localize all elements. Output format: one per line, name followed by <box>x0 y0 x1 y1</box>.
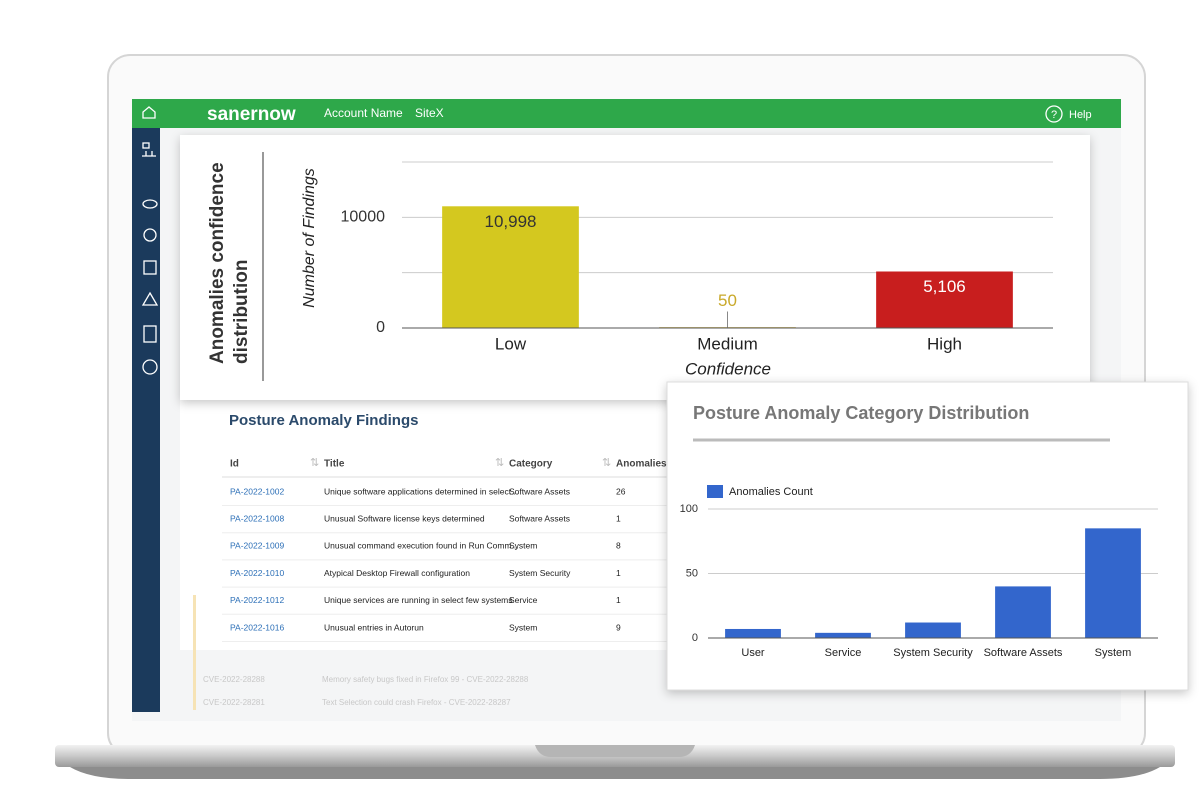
laptop-notch <box>535 745 695 757</box>
bar <box>876 271 1013 328</box>
sitemap-lines <box>142 151 156 157</box>
finding-id[interactable]: PA-2022-1008 <box>230 513 284 523</box>
bar <box>442 206 579 328</box>
y-axis-label: Number of Findings <box>301 168 318 308</box>
column-header[interactable]: Id <box>230 459 239 470</box>
table-cell: Unique services are running in select fe… <box>324 595 513 605</box>
home-icon[interactable] <box>142 106 156 119</box>
x-tick-label: Low <box>495 334 527 353</box>
chart-title-line: Anomalies confidence <box>207 162 228 364</box>
sidebar-icons <box>141 142 159 375</box>
bar <box>905 622 961 638</box>
x-tick-label: System <box>1095 647 1132 659</box>
confidence-card: Anomalies confidence distribution Number o… <box>180 135 1090 400</box>
table-cell: System <box>509 541 537 551</box>
table-cell: Unique software applications determined … <box>324 486 518 496</box>
x-tick-label: Software Assets <box>984 647 1063 659</box>
y-tick-label: 100 <box>680 503 698 515</box>
site-name[interactable]: SiteX <box>415 106 444 120</box>
x-tick-label: High <box>927 334 962 353</box>
help-icon[interactable] <box>1045 105 1063 123</box>
column-header[interactable]: Title <box>324 459 345 470</box>
finding-id[interactable]: PA-2022-1009 <box>230 541 284 551</box>
value-label: 5,106 <box>923 277 966 296</box>
bar <box>1085 528 1141 638</box>
sitemap-icon[interactable] <box>142 142 150 149</box>
table-cell: Software Assets <box>509 513 570 523</box>
faded-cell: CVE-2022-28288 <box>203 675 265 684</box>
table-cell: Unusual entries in Autorun <box>324 622 424 632</box>
table-cell: Atypical Desktop Firewall configuration <box>324 568 470 578</box>
finding-id[interactable]: PA-2022-1010 <box>230 568 284 578</box>
x-tick-label: User <box>741 647 765 659</box>
findings-panel: Posture Anomaly Findings Id ⇅ Title ⇅ Categor… <box>180 400 680 710</box>
brand: sanernow <box>207 104 296 125</box>
table-cell: System <box>509 622 537 632</box>
chart-title: Anomalies confidence distribution <box>207 162 252 364</box>
sort-icon: ⇅ <box>495 457 504 469</box>
sidebar <box>132 128 160 712</box>
legend-label: Anomalies Count <box>729 486 813 498</box>
y-tick-label: 10000 <box>341 209 386 226</box>
alert-icon[interactable] <box>141 291 159 306</box>
table-cell: Software Assets <box>509 486 570 496</box>
table-cell: 1 <box>616 568 621 578</box>
table-cell: 1 <box>616 513 621 523</box>
help-icon-mark: ? <box>1051 109 1057 121</box>
y-tick-label: 0 <box>376 319 385 336</box>
x-axis-label: Confidence <box>685 359 771 378</box>
x-tick-label: System Security <box>893 647 973 659</box>
logout-icon[interactable] <box>142 359 158 375</box>
sort-icon: ⇅ <box>602 457 611 469</box>
legend-swatch <box>707 485 723 498</box>
x-tick-label: Medium <box>697 334 757 353</box>
account-name[interactable]: Account Name <box>324 106 403 120</box>
chart-title-line: distribution <box>231 260 252 364</box>
chart-title: Posture Anomaly Category Distribution <box>693 403 1029 423</box>
table-cell: 9 <box>616 622 621 632</box>
table-cell: System Security <box>509 568 571 578</box>
top-bar <box>132 99 1121 128</box>
value-label: 10,998 <box>485 212 537 231</box>
value-label: 50 <box>718 291 737 310</box>
report-icon[interactable] <box>143 260 157 275</box>
bar <box>815 632 871 638</box>
column-header[interactable]: Anomalies <box>616 459 667 470</box>
faded-cell: Text Selection could crash Firefox - CVE… <box>322 698 511 707</box>
table-cell: 1 <box>616 595 621 605</box>
laptop-foot <box>70 767 1160 779</box>
y-tick-label: 50 <box>686 567 698 579</box>
gear-icon[interactable] <box>143 228 157 242</box>
finding-id[interactable]: PA-2022-1012 <box>230 595 284 605</box>
column-header[interactable]: Category <box>509 459 553 470</box>
panel-bg <box>180 400 680 650</box>
bar <box>995 586 1051 638</box>
table-cell: Unusual Software license keys determined <box>324 513 485 523</box>
y-tick-label: 0 <box>692 632 698 644</box>
clipboard-icon[interactable] <box>143 325 157 343</box>
faded-cell: Memory safety bugs fixed in Firefox 99 -… <box>322 675 529 684</box>
category-card: Posture Anomaly Category Distribution Ano… <box>666 381 1189 691</box>
eye-icon[interactable] <box>142 199 158 209</box>
x-tick-label: Service <box>825 647 862 659</box>
help-link[interactable]: Help <box>1069 109 1092 121</box>
table-cell: Unusual command execution found in Run C… <box>324 541 519 551</box>
finding-id[interactable]: PA-2022-1016 <box>230 622 284 632</box>
sort-icon: ⇅ <box>310 457 319 469</box>
finding-id[interactable]: PA-2022-1002 <box>230 486 284 496</box>
card-bg <box>180 135 1090 400</box>
table-cell: Service <box>509 595 538 605</box>
table-cell: 26 <box>616 486 626 496</box>
panel-title: Posture Anomaly Findings <box>229 412 418 429</box>
faded-strip <box>193 595 196 710</box>
bar <box>725 628 781 638</box>
table-cell: 8 <box>616 541 621 551</box>
faded-cell: CVE-2022-28281 <box>203 698 265 707</box>
